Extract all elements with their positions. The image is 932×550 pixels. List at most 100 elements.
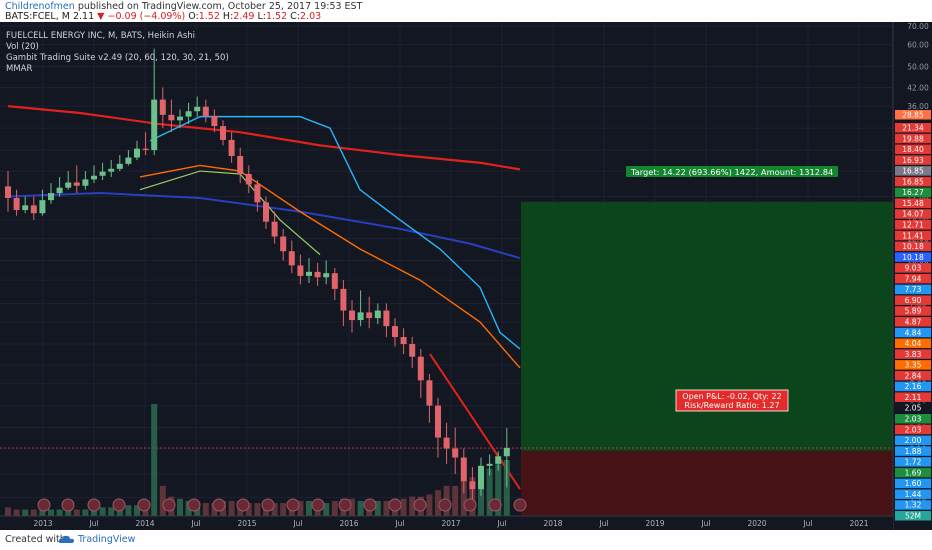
candle-body-40: [349, 310, 355, 321]
earnings-marker-8: [236, 498, 250, 512]
y-tick-label-2: 50.00: [907, 63, 929, 72]
price-label-7: 16.27: [902, 188, 924, 197]
price-label-17: 6.90: [905, 296, 922, 305]
author-link[interactable]: Childrenofmen: [5, 1, 75, 12]
y-tick-label-1: 60.00: [907, 41, 929, 50]
x-tick-label-4: 2015: [237, 519, 256, 528]
price-label-bg-24: [895, 370, 931, 381]
x-tick-label-12: 2019: [645, 519, 664, 528]
indicator-bands: [7, 105, 521, 490]
candle-body-13: [116, 163, 123, 169]
x-tick-label-9: Jul: [496, 519, 506, 528]
volume-bar-57: [495, 464, 502, 516]
x-tick-label-3: Jul: [190, 519, 200, 528]
legend-vol: Vol (20): [6, 42, 39, 52]
price-label-bg-36: [895, 500, 931, 510]
candle-body-42: [366, 312, 373, 319]
price-label-36: 1.32: [905, 501, 922, 510]
price-label-13: 10.18: [902, 253, 924, 262]
candle-body-44: [383, 310, 390, 327]
earnings-marker-15: [413, 498, 427, 512]
price-label-5: 16.85: [902, 167, 924, 176]
time-axis-bg: [0, 516, 893, 530]
volume-bar-37: [323, 503, 330, 516]
price-label-0: 28.85: [902, 111, 924, 120]
tradingview-brand[interactable]: TradingView: [78, 534, 136, 545]
y-tick-label-0: 70.00: [907, 22, 929, 31]
price-label-bg-35: [895, 489, 931, 499]
price-label-21: 4.04: [905, 339, 922, 348]
x-tick-label-5: Jul: [292, 519, 302, 528]
earnings-marker-10: [286, 498, 300, 512]
created-with-text: Created with: [5, 534, 66, 545]
high-value: 2.49: [233, 11, 255, 22]
price-label-bg-14: [895, 263, 931, 273]
candle-body-36: [314, 271, 321, 278]
chart-area[interactable]: FUELCELL ENERGY INC, M, BATS, Heikin Ash…: [0, 22, 932, 550]
volume-bar-17: [151, 404, 158, 516]
candle-body-16: [142, 148, 149, 151]
price-label-23: 3.35: [905, 361, 922, 370]
x-tick-label-13: Jul: [700, 519, 710, 528]
candle-body-15: [134, 148, 140, 158]
volume-bar-18: [159, 485, 166, 516]
candle-body-51: [443, 437, 450, 449]
price-label-11: 11.41: [902, 231, 924, 240]
publish-info: Childrenofmen published on TradingView.c…: [5, 1, 362, 12]
candle-body-22: [194, 106, 201, 112]
x-tick-label-10: 2018: [543, 519, 562, 528]
price-chart[interactable]: FUELCELL ENERGY INC, M, BATS, Heikin Ash…: [0, 22, 932, 550]
volume-bar-53: [460, 481, 467, 516]
price-label-37: 52M: [905, 512, 921, 521]
earnings-marker-0: [37, 498, 51, 512]
price-label-bg-15: [895, 273, 931, 284]
price-label-bg-18: [895, 306, 931, 316]
volume-bar-34: [297, 500, 304, 516]
symbol-label[interactable]: BATS:FCEL, M: [5, 11, 70, 22]
x-tick-label-8: 2017: [441, 519, 460, 528]
candle-body-1: [13, 197, 20, 211]
volume-bar-50: [435, 490, 441, 516]
x-tick-label-11: Jul: [598, 519, 608, 528]
volume-bar-10: [91, 509, 97, 516]
price-label-bg-34: [895, 478, 931, 489]
price-label-bg-11: [895, 230, 931, 241]
price-label-35: 1.44: [905, 490, 922, 499]
candle-body-43: [374, 310, 381, 319]
candle-body-39: [340, 288, 347, 311]
price-label-26: 2.11: [905, 393, 922, 402]
volume-bar-38: [331, 500, 338, 516]
candle-body-19: [168, 114, 175, 121]
price-label-2: 19.88: [902, 134, 924, 143]
candle-body-55: [478, 465, 484, 490]
time-axis[interactable]: 2013 Jul 2014 Jul 2015 Jul 2016 Jul 2017 Jul 2018 J…: [0, 515, 893, 530]
volume-bar-40: [349, 498, 355, 516]
volume-bar-9: [82, 509, 89, 516]
volume-bar-15: [134, 505, 140, 516]
price-label-14: 9.03: [905, 264, 922, 273]
publish-text: published on TradingView.com, October 25…: [74, 1, 363, 12]
volume-bar-35: [306, 500, 312, 516]
volume-bar-26: [228, 500, 235, 516]
trend-red-line: [429, 353, 521, 490]
candle-body-57: [495, 456, 502, 464]
price-label-3: 18.40: [902, 145, 924, 154]
volume-bar-5: [48, 509, 54, 516]
candle-body-45: [392, 326, 398, 338]
volume-bar-43: [374, 500, 381, 516]
candle-body-54: [469, 481, 476, 490]
price-label-8: 15.48: [902, 199, 924, 208]
price-label-bg-16: [895, 284, 931, 295]
candle-body-3: [30, 205, 37, 214]
candle-body-49: [426, 380, 433, 406]
price-axis[interactable]: 70.0060.0050.0042.0036.0030.0025.0021.00…: [892, 22, 932, 530]
price-label-32: 1.72: [905, 458, 922, 467]
x-tick-label-15: Jul: [802, 519, 812, 528]
price-label-25: 2.16: [905, 382, 922, 391]
candle-body-50: [435, 405, 441, 438]
candle-body-12: [108, 168, 115, 172]
price-label-9: 14.07: [902, 210, 924, 219]
price-label-bg-26: [895, 392, 931, 402]
ma-orange-line: [139, 164, 521, 369]
volume-bar-28: [245, 503, 252, 516]
